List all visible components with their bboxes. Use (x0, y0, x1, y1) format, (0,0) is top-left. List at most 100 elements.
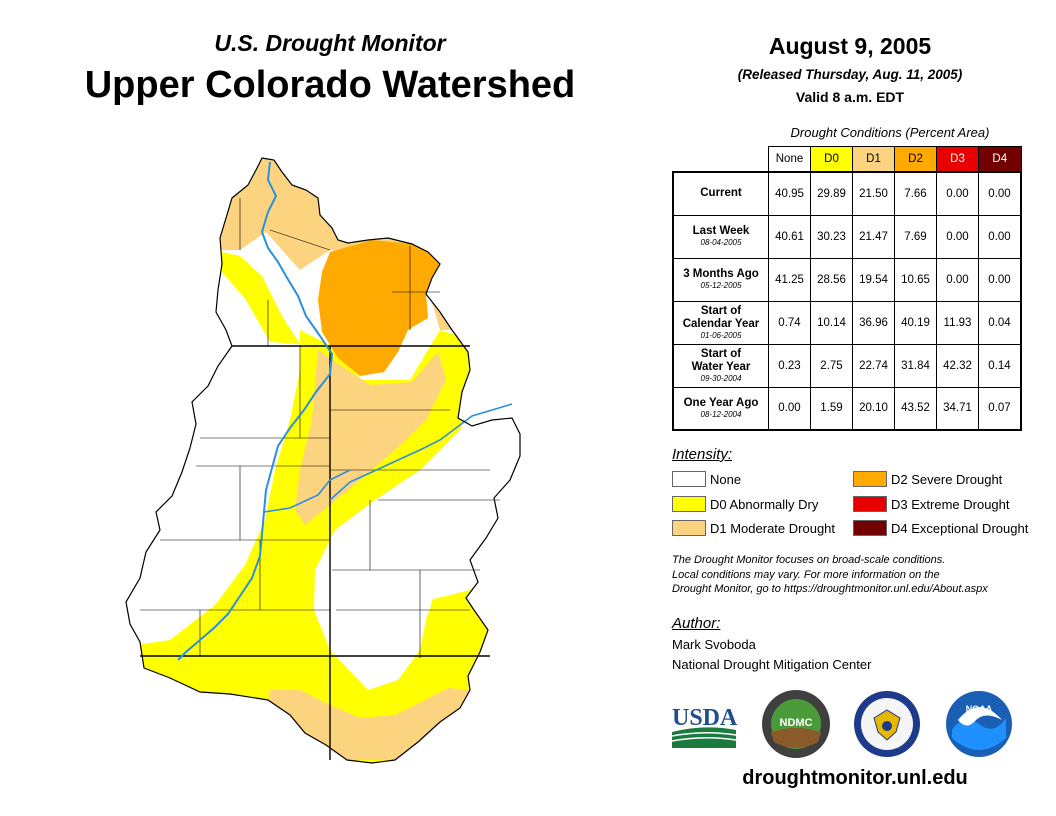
table-cell: 28.56 (810, 257, 853, 302)
table-cell: 0.00 (768, 386, 811, 431)
table-cell: 1.59 (810, 386, 853, 431)
table-cell: 19.54 (852, 257, 895, 302)
row-label: Last Week 08-04-2005 (672, 214, 769, 259)
row-date: 08-04-2005 (700, 238, 742, 247)
noaa-logo-text: NOAA (966, 704, 993, 714)
column-header: D3 (936, 146, 979, 173)
legend-title: Intensity: (672, 446, 733, 463)
row-date: 01-06-2005 (700, 330, 742, 340)
row-label-line: Start of (700, 304, 742, 317)
note-line: Local conditions may vary. For more info… (672, 568, 940, 581)
table-corner (673, 146, 769, 172)
colorado-river (177, 161, 334, 661)
table-cell: 0.00 (936, 171, 979, 216)
table-cell: 41.25 (768, 257, 811, 302)
legend-label: D2 Severe Drought (891, 471, 1003, 487)
noaa-logo: NOAA (946, 691, 1012, 757)
column-header: D2 (894, 146, 937, 173)
map-subtitle: U.S. Drought Monitor (214, 30, 446, 56)
table-cell: 0.14 (978, 343, 1022, 388)
row-label-line: Current (700, 187, 742, 200)
table-row: Current 40.95 29.89 21.50 7.66 0.00 0.00 (672, 171, 1022, 216)
row-label: 3 Months Ago 05-12-2005 (672, 257, 769, 302)
release-date: (Released Thursday, Aug. 11, 2005) (737, 67, 963, 82)
table-cell: 0.00 (978, 214, 1022, 259)
legend-swatch (672, 471, 706, 487)
note-line[interactable]: Drought Monitor, go to https://droughtmo… (672, 583, 988, 595)
legend-item-d1: D1 Moderate Drought (672, 519, 835, 537)
note-line: The Drought Monitor focuses on broad-sca… (672, 554, 946, 566)
map-date: August 9, 2005 (768, 33, 932, 59)
table-cell: 0.00 (936, 214, 979, 259)
row-label: Start of Water Year 09-30-2004 (672, 343, 769, 388)
table-cell: 29.89 (810, 171, 853, 216)
d1-area-central (295, 350, 446, 525)
legend-swatch (853, 471, 887, 487)
table-cell: 43.52 (894, 386, 937, 431)
legend-label: D1 Moderate Drought (710, 520, 836, 536)
table-cell: 11.93 (936, 300, 979, 345)
table-cell: 22.74 (852, 343, 895, 388)
website-link[interactable]: droughtmonitor.unl.edu (742, 767, 968, 789)
map-title: Upper Colorado Watershed (84, 64, 576, 106)
none-area-south (316, 510, 440, 670)
row-label-line: 3 Months Ago (683, 268, 759, 280)
state-lines (140, 345, 490, 760)
row-label-line: Calendar Year (682, 317, 760, 330)
row-label: One Year Ago 08-12-2004 (672, 386, 769, 431)
green-river-branch (329, 403, 513, 501)
table-cell: 7.69 (894, 214, 937, 259)
row-label-line: One Year Ago (683, 396, 759, 409)
legend-label: D0 Abnormally Dry (710, 496, 819, 512)
table-header-row: None D0 D1 D2 D3 D4 (673, 146, 1022, 173)
table-cell: 0.00 (978, 171, 1022, 216)
drought-conditions-table: None D0 D1 D2 D3 D4 Current 40.95 29.89 21.… (672, 146, 1022, 431)
legend-item-d4: D4 Exceptional Drought (853, 519, 1028, 537)
legend-swatch (853, 496, 887, 512)
table-cell: 36.96 (852, 300, 895, 345)
table-row: 3 Months Ago 05-12-2005 41.25 28.56 19.54 10.… (672, 257, 1022, 302)
table-cell: 40.19 (894, 300, 937, 345)
legend-label: None (710, 471, 742, 487)
row-date: 09-30-2004 (700, 373, 742, 383)
basin-outline (125, 157, 521, 764)
table-cell: 34.71 (936, 386, 979, 431)
table-cell: 21.47 (852, 214, 895, 259)
ndmc-logo-text: NDMC (780, 717, 813, 729)
legend-swatch (672, 496, 706, 512)
table-cell: 0.00 (936, 257, 979, 302)
legend-item-none: None (672, 470, 741, 488)
table-row: Last Week 08-04-2005 40.61 30.23 21.47 7.69 0.… (672, 214, 1022, 259)
table-cell: 40.95 (768, 171, 811, 216)
table-cell: 20.10 (852, 386, 895, 431)
table-cell: 10.65 (894, 257, 937, 302)
row-label: Current (672, 171, 769, 216)
table-cell: 7.66 (894, 171, 937, 216)
table-cell: 30.23 (810, 214, 853, 259)
legend-swatch (853, 520, 887, 536)
legend-swatch (672, 520, 706, 536)
table-cell: 0.04 (978, 300, 1022, 345)
ndmc-logo: NDMC (762, 690, 830, 758)
gunnison-river (263, 469, 351, 513)
table-cell: 42.32 (936, 343, 979, 388)
table-cell: 0.23 (768, 343, 811, 388)
drought-monitor-note: The Drought Monitor focuses on broad-sca… (672, 553, 1047, 597)
table-cell: 40.61 (768, 214, 811, 259)
row-label: Start of Calendar Year 01-06-2005 (672, 300, 769, 345)
valid-time: Valid 8 a.m. EDT (795, 89, 905, 105)
legend-item-d0: D0 Abnormally Dry (672, 495, 818, 513)
author-name: Mark Svoboda (672, 637, 756, 652)
author-label: Author: (672, 615, 721, 632)
row-label-line: Start of (700, 347, 742, 360)
d2-area-north (318, 240, 440, 376)
table-cell: 21.50 (852, 171, 895, 216)
legend-item-d3: D3 Extreme Drought (853, 495, 1010, 513)
legend-item-d2: D2 Severe Drought (853, 470, 1002, 488)
table-cell: 31.84 (894, 343, 937, 388)
column-header: D1 (852, 146, 895, 173)
column-header: None (768, 146, 811, 173)
author-organization: National Drought Mitigation Center (672, 657, 872, 672)
usda-logo-text: USDA (672, 705, 738, 731)
table-cell: 0.74 (768, 300, 811, 345)
